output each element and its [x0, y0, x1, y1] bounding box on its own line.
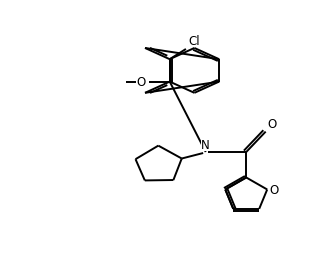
Text: O: O — [270, 183, 279, 196]
Text: N: N — [201, 138, 210, 151]
Text: N: N — [190, 35, 199, 47]
Text: Cl: Cl — [188, 35, 200, 48]
Text: O: O — [267, 118, 277, 131]
Text: O: O — [136, 76, 146, 89]
